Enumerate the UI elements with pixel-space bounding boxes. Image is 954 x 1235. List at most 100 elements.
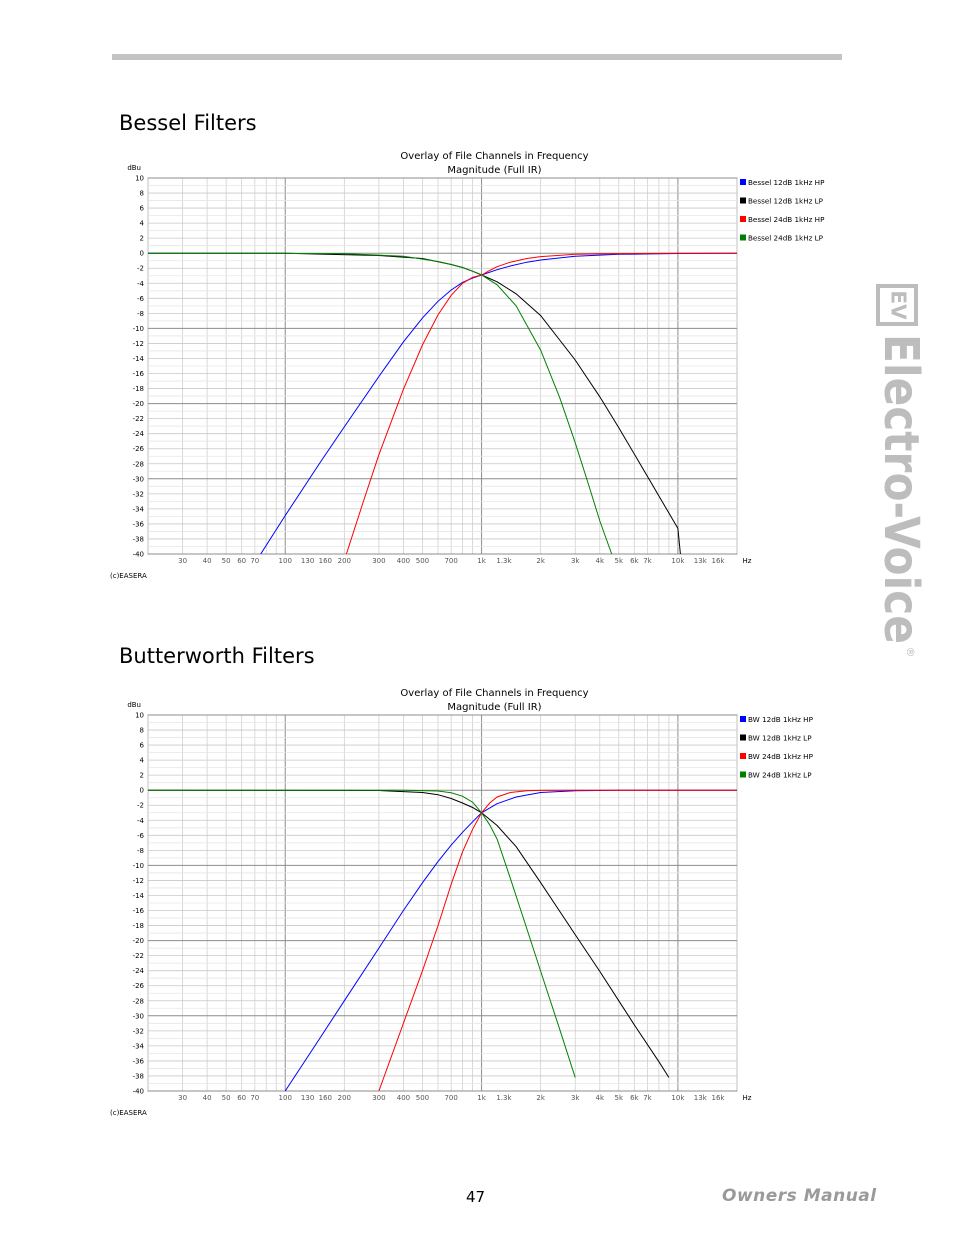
x-tick-label: 200 (338, 557, 351, 565)
y-tick-label: 6 (140, 205, 145, 213)
x-tick-label: 50 (222, 1094, 231, 1102)
electro-voice-wordmark: Electro-Voice (873, 334, 924, 644)
y-tick-label: 8 (140, 727, 144, 735)
y-tick-label: 4 (140, 757, 145, 765)
x-tick-label: 50 (222, 557, 231, 565)
bessel-chart: Overlay of File Channels in Frequency Mag… (110, 151, 825, 580)
y-tick-label: 0 (140, 787, 144, 795)
y-tick-label: -10 (133, 325, 144, 333)
legend-swatch (740, 216, 746, 222)
x-tick-label: 30 (178, 557, 187, 565)
x-tick-label: 400 (397, 1094, 410, 1102)
legend-swatch (740, 771, 746, 778)
chart-title: Overlay of File Channels in Frequency (400, 151, 588, 162)
y-tick-label: 6 (140, 742, 145, 750)
y-tick-label: -28 (133, 460, 144, 468)
y-tick-label: -28 (133, 997, 144, 1005)
registered-mark: ® (904, 647, 917, 658)
y-tick-label: -20 (133, 937, 144, 945)
x-tick-label: 1k (477, 1094, 486, 1102)
legend-swatch (740, 734, 746, 741)
y-tick-label: 2 (140, 772, 144, 780)
x-tick-label: 100 (279, 557, 292, 565)
x-tick-label: 13k (694, 557, 708, 565)
x-tick-label: 100 (279, 1094, 292, 1102)
x-tick-label: 160 (319, 1094, 332, 1102)
x-axis-label: Hz (743, 1094, 752, 1102)
x-tick-label: 2k (536, 1094, 545, 1102)
x-tick-label: 16k (711, 557, 725, 565)
x-tick-label: 500 (416, 1094, 429, 1102)
top-rule (112, 54, 842, 60)
y-tick-label: 4 (140, 220, 145, 228)
y-tick-label: 8 (140, 190, 144, 198)
x-tick-label: 16k (711, 1094, 725, 1102)
chart-title: Overlay of File Channels in Frequency (400, 688, 588, 699)
y-tick-label: -8 (137, 847, 144, 855)
y-tick-label: -12 (133, 340, 144, 348)
ev-logo-box (876, 284, 918, 326)
y-axis-label: dBu (127, 164, 141, 172)
x-tick-label: 4k (596, 557, 605, 565)
x-tick-label: 200 (338, 1094, 351, 1102)
x-tick-label: 5k (615, 1094, 624, 1102)
y-tick-label: 10 (135, 175, 144, 183)
y-tick-label: -18 (133, 922, 144, 930)
x-tick-label: 4k (596, 1094, 605, 1102)
y-tick-label: -20 (133, 400, 144, 408)
series-line-1 (148, 252, 681, 554)
y-tick-label: -8 (137, 310, 144, 318)
x-tick-label: 3k (571, 1094, 580, 1102)
x-axis-label: Hz (743, 557, 752, 565)
legend-entry: BW 12dB 1kHz HP (748, 715, 814, 724)
x-tick-label: 500 (416, 557, 429, 565)
legend-swatch (740, 234, 746, 241)
x-tick-label: 10k (671, 1094, 685, 1102)
y-tick-label: -38 (133, 535, 144, 543)
chart-credit: (c)EASERA (110, 1109, 147, 1117)
y-axis-label: dBu (127, 701, 141, 709)
chart-credit: (c)EASERA (110, 572, 147, 580)
series-line-2 (378, 789, 737, 1091)
x-tick-label: 6k (630, 1094, 639, 1102)
legend-swatch (740, 753, 746, 759)
ev-logo-mark: EV (887, 290, 911, 320)
y-tick-label: -34 (133, 1042, 145, 1050)
legend-entry: Bessel 24dB 1kHz HP (748, 215, 825, 224)
x-tick-label: 40 (203, 1094, 212, 1102)
legend-swatch (740, 179, 746, 185)
y-tick-label: 0 (140, 250, 144, 258)
y-tick-label: -30 (133, 475, 144, 483)
x-tick-label: 1.3k (496, 557, 512, 565)
y-tick-label: -2 (137, 265, 144, 273)
x-tick-label: 70 (250, 1094, 259, 1102)
y-tick-label: -40 (133, 1088, 144, 1096)
x-tick-label: 160 (319, 557, 332, 565)
x-tick-label: 60 (237, 557, 246, 565)
y-tick-label: 2 (140, 235, 144, 243)
x-tick-label: 400 (397, 557, 410, 565)
y-tick-label: -4 (137, 280, 145, 288)
y-tick-label: -32 (133, 490, 144, 498)
butterworth-heading: Butterworth Filters (119, 644, 315, 668)
y-tick-label: 10 (135, 712, 144, 720)
x-tick-label: 700 (444, 557, 457, 565)
y-tick-label: -22 (133, 415, 144, 423)
x-tick-label: 40 (203, 557, 212, 565)
footer-label: Owners Manual (722, 1186, 877, 1206)
y-tick-label: -40 (133, 551, 144, 559)
legend-entry: Bessel 24dB 1kHz LP (748, 234, 824, 243)
y-tick-label: -36 (133, 520, 145, 528)
y-tick-label: -38 (133, 1072, 144, 1080)
x-tick-label: 5k (615, 557, 624, 565)
series-line-3 (148, 789, 576, 1078)
y-tick-label: -26 (133, 445, 145, 453)
y-tick-label: -24 (133, 967, 145, 975)
x-tick-label: 7k (643, 1094, 652, 1102)
y-tick-label: -18 (133, 385, 144, 393)
x-tick-label: 60 (237, 1094, 246, 1102)
x-tick-label: 300 (372, 557, 385, 565)
y-tick-label: -30 (133, 1012, 144, 1020)
x-tick-label: 70 (250, 557, 259, 565)
legend-entry: BW 24dB 1kHz LP (748, 771, 812, 780)
